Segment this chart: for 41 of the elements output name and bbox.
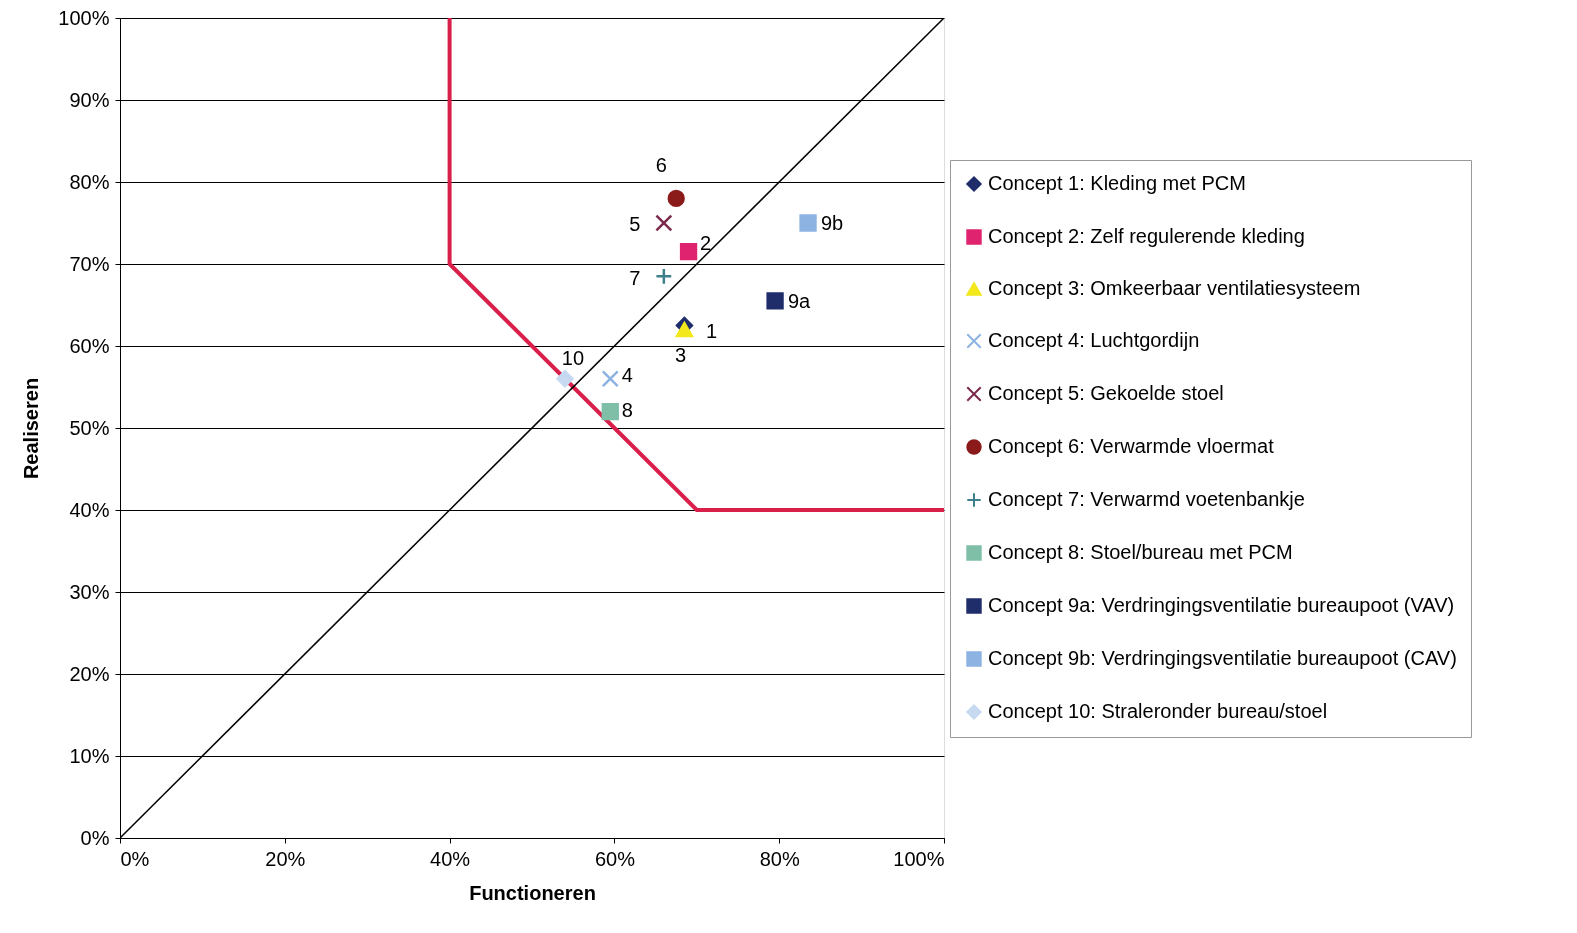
legend-label: Concept 9a: Verdringingsventilatie bureaupoot (VAV)	[988, 594, 1455, 616]
y-tick-label: 20%	[69, 662, 110, 685]
y-tick-label: 50%	[69, 416, 110, 439]
y-tick-label: 100%	[58, 6, 110, 29]
legend-label: Concept 6: Verwarmde vloermat	[988, 435, 1275, 457]
annotation: 9a	[787, 289, 812, 312]
legend-label: Concept 1: Kleding met PCM	[988, 172, 1246, 194]
y-tick-label: 40%	[69, 498, 110, 521]
legend-label: Concept 9b: Verdringingsventilatie bureaupoot (CAV)	[988, 647, 1457, 669]
y-tick-label: 0%	[80, 826, 110, 849]
annotation: 2	[700, 231, 712, 254]
x-axis-title: Functioneren	[469, 881, 596, 904]
x-tick-label: 0%	[120, 847, 150, 870]
y-axis-title: Realiseren	[20, 377, 43, 480]
annotation: 1	[705, 319, 717, 342]
y-tick-label: 60%	[69, 334, 110, 357]
x-tick-label: 40%	[430, 847, 471, 870]
annotation: 9b	[820, 212, 844, 234]
y-tick-label: 30%	[69, 580, 110, 603]
legend-label: Concept 8: Stoel/bureau met PCM	[988, 541, 1293, 563]
legend-label: Concept 10: Straleronder bureau/stoel	[988, 700, 1328, 722]
y-tick-label: 10%	[69, 744, 110, 767]
y-tick-label: 80%	[69, 170, 110, 193]
y-tick-label: 90%	[69, 88, 110, 111]
annotation: 5	[629, 213, 641, 235]
x-tick-label: 60%	[594, 847, 636, 870]
annotation: 7	[629, 267, 641, 290]
legend-label: Concept 4: Luchtgordijn	[988, 329, 1200, 351]
x-tick-label: 20%	[265, 847, 306, 870]
annotation: 10	[561, 346, 585, 369]
annotation: 4	[621, 363, 633, 386]
annotation: 3	[674, 343, 686, 366]
legend-label: Concept 3: Omkeerbaar ventilatiesysteem	[988, 277, 1361, 299]
annotation: 8	[621, 398, 633, 421]
legend-label: Concept 5: Gekoelde stoel	[988, 382, 1224, 404]
x-tick-label: 80%	[759, 847, 800, 870]
y-tick-label: 70%	[69, 252, 110, 275]
legend-label: Concept 2: Zelf regulerende kleding	[988, 225, 1305, 247]
x-tick-label: 100%	[893, 847, 945, 870]
annotation: 6	[655, 154, 667, 177]
legend-label: Concept 7: Verwarmd voetenbankje	[988, 488, 1305, 510]
